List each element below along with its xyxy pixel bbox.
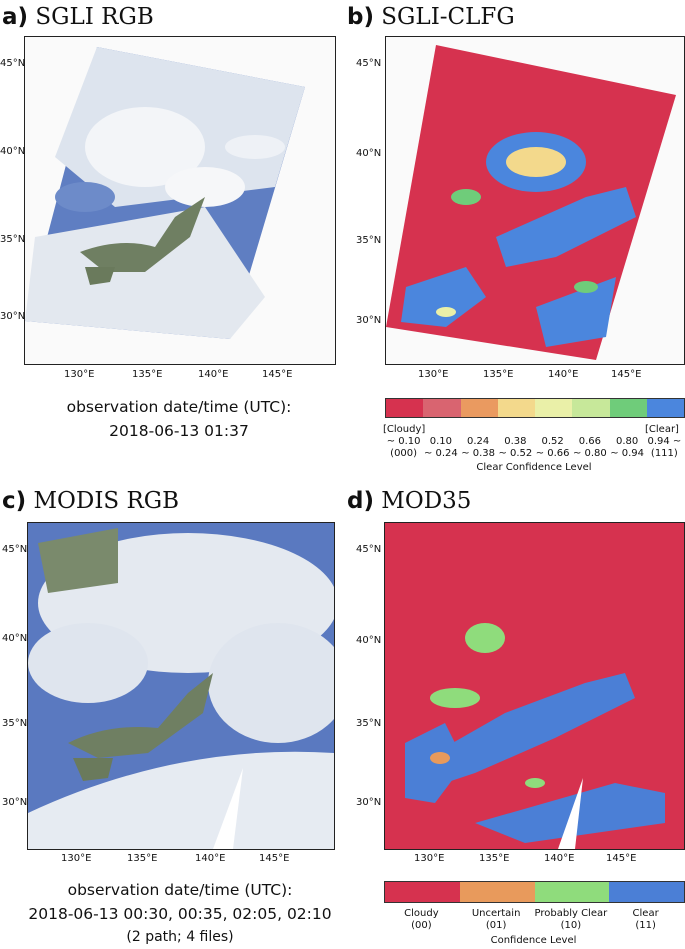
c-lon-tick: 140°E — [195, 853, 226, 864]
b-lon-tick: 130°E — [418, 369, 449, 380]
clfg-range-label: 0.38 — [504, 436, 527, 447]
panel-a-title: a) SGLI RGB — [2, 4, 154, 30]
d-lat-tick: 35°N — [356, 718, 382, 729]
b-lat-tick: 30°N — [356, 315, 382, 326]
a-lon-tick: 135°E — [132, 369, 163, 380]
c-lat-tick: 45°N — [2, 544, 28, 555]
sgli-rgb-map — [24, 36, 336, 365]
sgli-observation-time: 2018-06-13 01:37 — [109, 422, 249, 440]
mod35-map — [384, 522, 685, 850]
panel-d-title: d) MOD35 — [347, 488, 471, 514]
clfg-colorbar-segment — [572, 399, 610, 417]
clfg-range-label: ~ 0.66 — [535, 448, 570, 459]
sgli-observation-label: observation date/time (UTC): — [66, 398, 292, 416]
modis-observation-label: observation date/time (UTC): — [67, 881, 293, 899]
mod35-class-code: (11) — [635, 920, 656, 931]
clfg-colorbar-segment — [460, 399, 498, 417]
panel-a-letter: a) — [2, 4, 29, 30]
b-lat-tick: 40°N — [356, 148, 382, 159]
a-lon-tick: 130°E — [64, 369, 95, 380]
mod35-colorbar — [384, 881, 685, 903]
modis-observation-time: 2018-06-13 00:30, 00:35, 02:05, 02:10 — [28, 905, 332, 923]
b-lon-tick: 145°E — [611, 369, 642, 380]
clfg-range-label: ~ 0.24 — [423, 448, 458, 459]
mod35-class-label: Probably Clear — [534, 908, 608, 919]
d-lat-tick: 45°N — [356, 544, 382, 555]
d-lat-tick: 30°N — [356, 797, 382, 808]
clfg-colorbar-segment — [609, 399, 647, 417]
clfg-range-label: ~ 0.10 — [386, 436, 421, 447]
mod35-colorbar-segment — [609, 882, 684, 902]
a-lon-tick: 145°E — [262, 369, 293, 380]
d-lon-tick: 145°E — [606, 853, 637, 864]
mod35-colorbar-segment — [459, 882, 535, 902]
b-lat-tick: 35°N — [356, 235, 382, 246]
c-lon-tick: 135°E — [127, 853, 158, 864]
mod35-colorbar-segment — [534, 882, 610, 902]
mod35-class-code: (01) — [485, 920, 507, 931]
modis-observation-note: (2 path; 4 files) — [126, 929, 234, 945]
panel-d-letter: d) — [347, 488, 374, 514]
clfg-colorbar-segment — [497, 399, 535, 417]
clfg-range-label: 0.80 — [615, 436, 639, 447]
modis-rgb-map — [27, 522, 335, 850]
clfg-range-label: (111) — [650, 448, 678, 459]
c-lat-tick: 40°N — [2, 633, 28, 644]
clfg-range-label: 0.10 — [429, 436, 452, 447]
mod35-class-code: (00) — [411, 920, 432, 931]
clfg-label-cloudy: [Cloudy] — [383, 424, 426, 435]
mod35-class-label: Cloudy — [404, 908, 439, 919]
clfg-colorbar-segment — [646, 399, 684, 417]
c-lon-tick: 145°E — [259, 853, 290, 864]
mod35-class-code: (10) — [560, 920, 582, 931]
clfg-range-label: (000) — [390, 448, 418, 459]
modis-rgb-image — [28, 523, 334, 849]
d-lon-tick: 135°E — [479, 853, 510, 864]
a-lat-tick: 35°N — [0, 234, 26, 245]
d-lat-tick: 40°N — [356, 635, 382, 646]
panel-b-name: SGLI-CLFG — [381, 4, 515, 30]
b-lon-tick: 140°E — [548, 369, 579, 380]
panel-c-title: c) MODIS RGB — [2, 488, 179, 514]
clfg-range-label: ~ 0.94 — [610, 448, 645, 459]
clfg-colorbar-segment — [386, 399, 424, 417]
mod35-class-label: Uncertain — [471, 908, 521, 919]
clfg-label-clear: [Clear] — [645, 424, 679, 435]
clfg-colorbar-title: Clear Confidence Level — [476, 462, 592, 473]
panel-c-letter: c) — [2, 488, 27, 514]
c-lon-tick: 130°E — [61, 853, 92, 864]
a-lat-tick: 45°N — [0, 58, 26, 69]
a-lat-tick: 30°N — [0, 311, 26, 322]
a-lon-tick: 140°E — [198, 369, 229, 380]
clfg-range-label: 0.24 — [466, 436, 490, 447]
panel-b-letter: b) — [347, 4, 374, 30]
clfg-range-label: ~ 0.52 — [498, 448, 533, 459]
c-lat-tick: 35°N — [2, 718, 28, 729]
panel-a-name: SGLI RGB — [35, 4, 154, 30]
clfg-range-label: 0.52 — [541, 436, 564, 447]
clfg-colorbar — [385, 398, 685, 418]
panel-b-title: b) SGLI-CLFG — [347, 4, 515, 30]
c-lat-tick: 30°N — [2, 797, 28, 808]
clfg-range-label: ~ 0.38 — [461, 448, 496, 459]
sgli-clfg-image — [386, 45, 676, 360]
clfg-colorbar-segment — [535, 399, 573, 417]
clfg-range-label: 0.66 — [578, 436, 601, 447]
d-lon-tick: 140°E — [544, 853, 575, 864]
mod35-colorbar-segment — [385, 882, 460, 902]
mod35-class-label: Clear — [632, 908, 659, 919]
panel-d-name: MOD35 — [381, 488, 472, 514]
clfg-colorbar-segment — [423, 399, 461, 417]
d-lon-tick: 130°E — [414, 853, 445, 864]
sgli-clfg-map — [385, 36, 685, 365]
clfg-range-label: ~ 0.80 — [572, 448, 607, 459]
panel-c-name: MODIS RGB — [33, 488, 180, 514]
sgli-rgb-image — [25, 47, 305, 339]
a-lat-tick: 40°N — [0, 146, 26, 157]
clfg-range-label: 0.94 ~ — [647, 436, 682, 447]
b-lon-tick: 135°E — [483, 369, 514, 380]
b-lat-tick: 45°N — [356, 58, 382, 69]
mod35-image — [385, 523, 684, 849]
mod35-colorbar-title: Confidence Level — [490, 935, 577, 946]
